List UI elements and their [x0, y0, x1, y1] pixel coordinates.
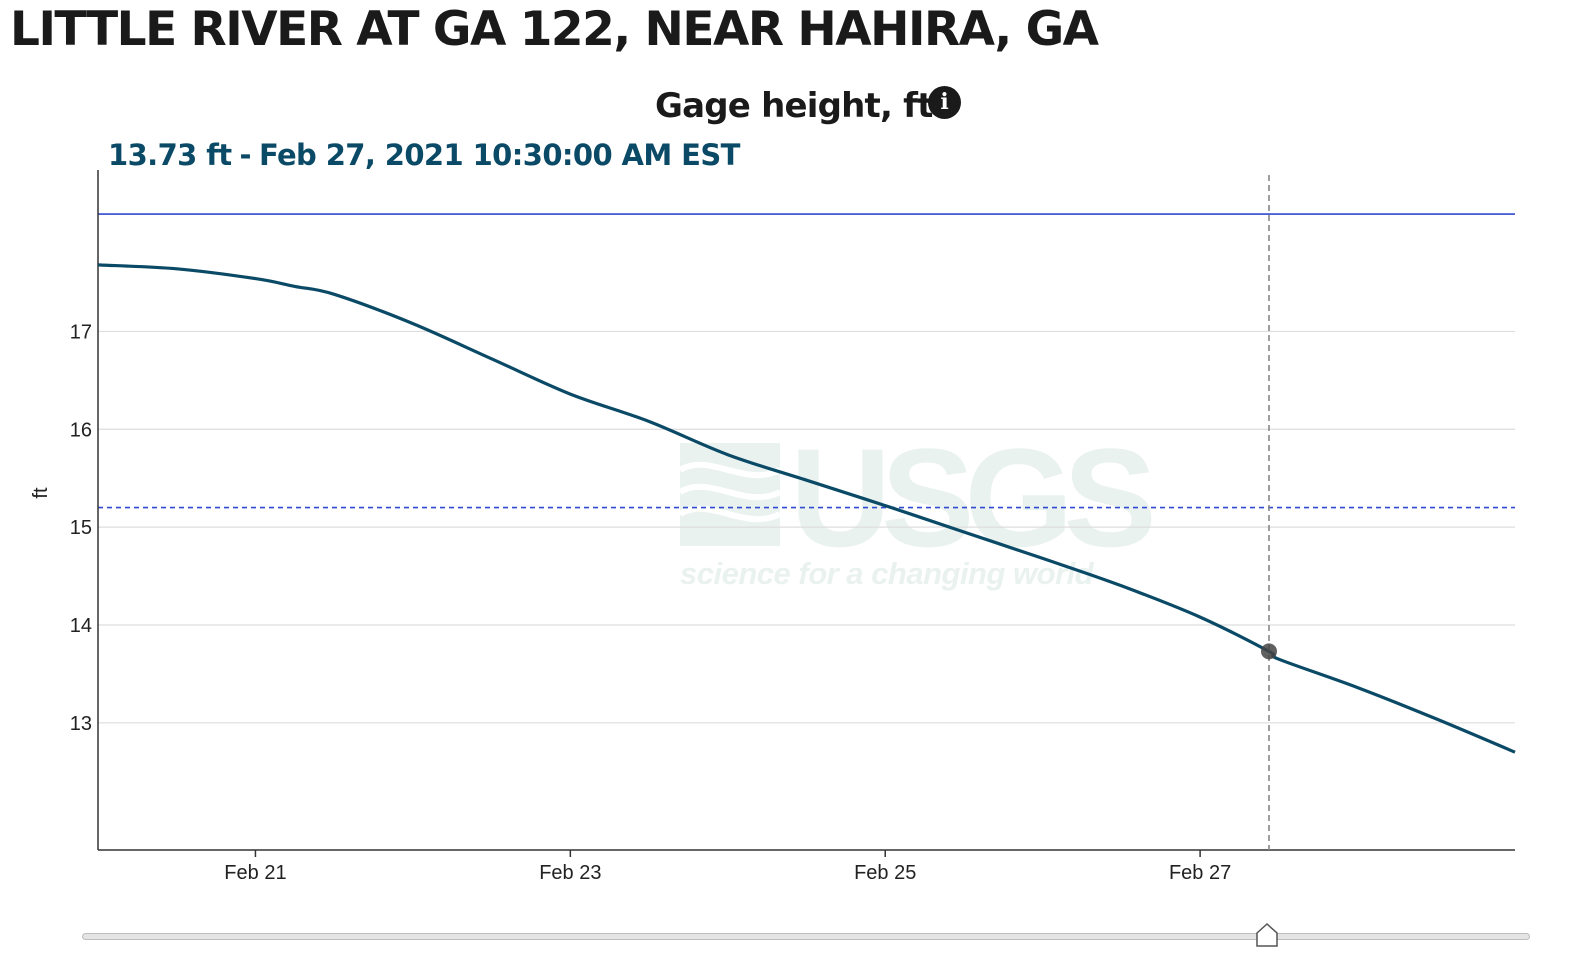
chart-title: Gage height, ft	[655, 86, 933, 126]
y-tick-label: 14	[70, 615, 92, 637]
grid-lines	[98, 330, 1515, 724]
time-slider-track[interactable]	[82, 933, 1530, 940]
info-icon[interactable]: i	[928, 86, 961, 119]
watermark-wave-2	[678, 483, 782, 501]
site-title: LITTLE RIVER AT GA 122, NEAR HAHIRA, GA	[10, 2, 1099, 57]
watermark-wave-1	[678, 461, 782, 479]
usgs-watermark: USGS science for a changing world	[678, 419, 1161, 591]
x-tick-labels: Feb 21 Feb 23 Feb 25 Feb 27	[224, 862, 1231, 884]
tooltip-separator: -	[239, 138, 252, 172]
y-tick-label: 17	[70, 321, 92, 343]
tooltip-readout: 13.73 ft - Feb 27, 2021 10:30:00 AM EST	[108, 138, 740, 172]
hover-point-marker	[1260, 643, 1277, 660]
time-slider-handle[interactable]	[1255, 922, 1279, 948]
watermark-brand: USGS	[790, 419, 1151, 576]
y-tick-label: 15	[70, 517, 92, 539]
tooltip-value: 13.73 ft	[108, 138, 232, 172]
hover-cursor	[1260, 175, 1277, 850]
y-axis-label: ft	[30, 487, 52, 499]
tooltip-datetime: Feb 27, 2021 10:30:00 AM EST	[258, 138, 740, 172]
y-tick-label: 16	[70, 419, 92, 441]
axes	[97, 170, 1515, 857]
y-tick-labels: 13 14 15 16 17	[70, 321, 92, 734]
watermark-wave-3	[678, 505, 782, 523]
reference-lines	[98, 213, 1515, 509]
x-tick-label: Feb 21	[224, 862, 286, 884]
x-tick-label: Feb 25	[854, 862, 916, 884]
x-tick-label: Feb 23	[539, 862, 601, 884]
x-tick-label: Feb 27	[1169, 862, 1231, 884]
watermark-tagline: science for a changing world	[680, 556, 1095, 591]
y-tick-label: 13	[70, 713, 92, 735]
